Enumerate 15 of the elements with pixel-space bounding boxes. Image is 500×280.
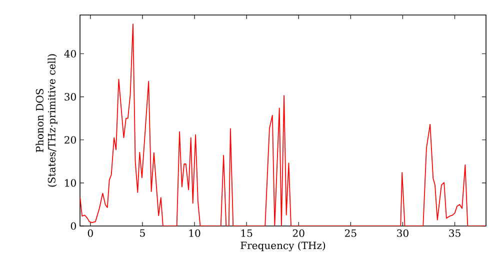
- y-tick-label: 0: [70, 222, 76, 230]
- y-tick-label: 10: [65, 179, 76, 187]
- x-tick-label: 25: [344, 229, 356, 237]
- x-tick-label: 10: [189, 229, 200, 237]
- x-tick-label: 20: [292, 229, 304, 237]
- y-tick-label: 40: [64, 50, 76, 58]
- x-tick-label: 35: [449, 229, 460, 237]
- x-tick-label: 0: [88, 229, 93, 237]
- x-axis-title: Frequency (THz): [240, 241, 326, 252]
- y-tick-label: 20: [64, 136, 76, 144]
- y-axis-title: Phonon DOS (States/THz·primitive cell): [36, 54, 58, 187]
- x-tick-label: 30: [397, 229, 408, 237]
- x-tick-label: 5: [140, 229, 145, 237]
- x-tick-label: 15: [241, 229, 252, 237]
- y-tick-label: 30: [64, 93, 76, 101]
